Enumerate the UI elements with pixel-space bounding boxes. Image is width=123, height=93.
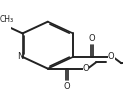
Text: O: O xyxy=(89,34,95,43)
Text: CH₃: CH₃ xyxy=(0,15,14,24)
Text: O: O xyxy=(108,52,115,61)
Text: O: O xyxy=(64,82,70,91)
Text: O: O xyxy=(83,64,89,73)
Text: N: N xyxy=(17,52,24,61)
